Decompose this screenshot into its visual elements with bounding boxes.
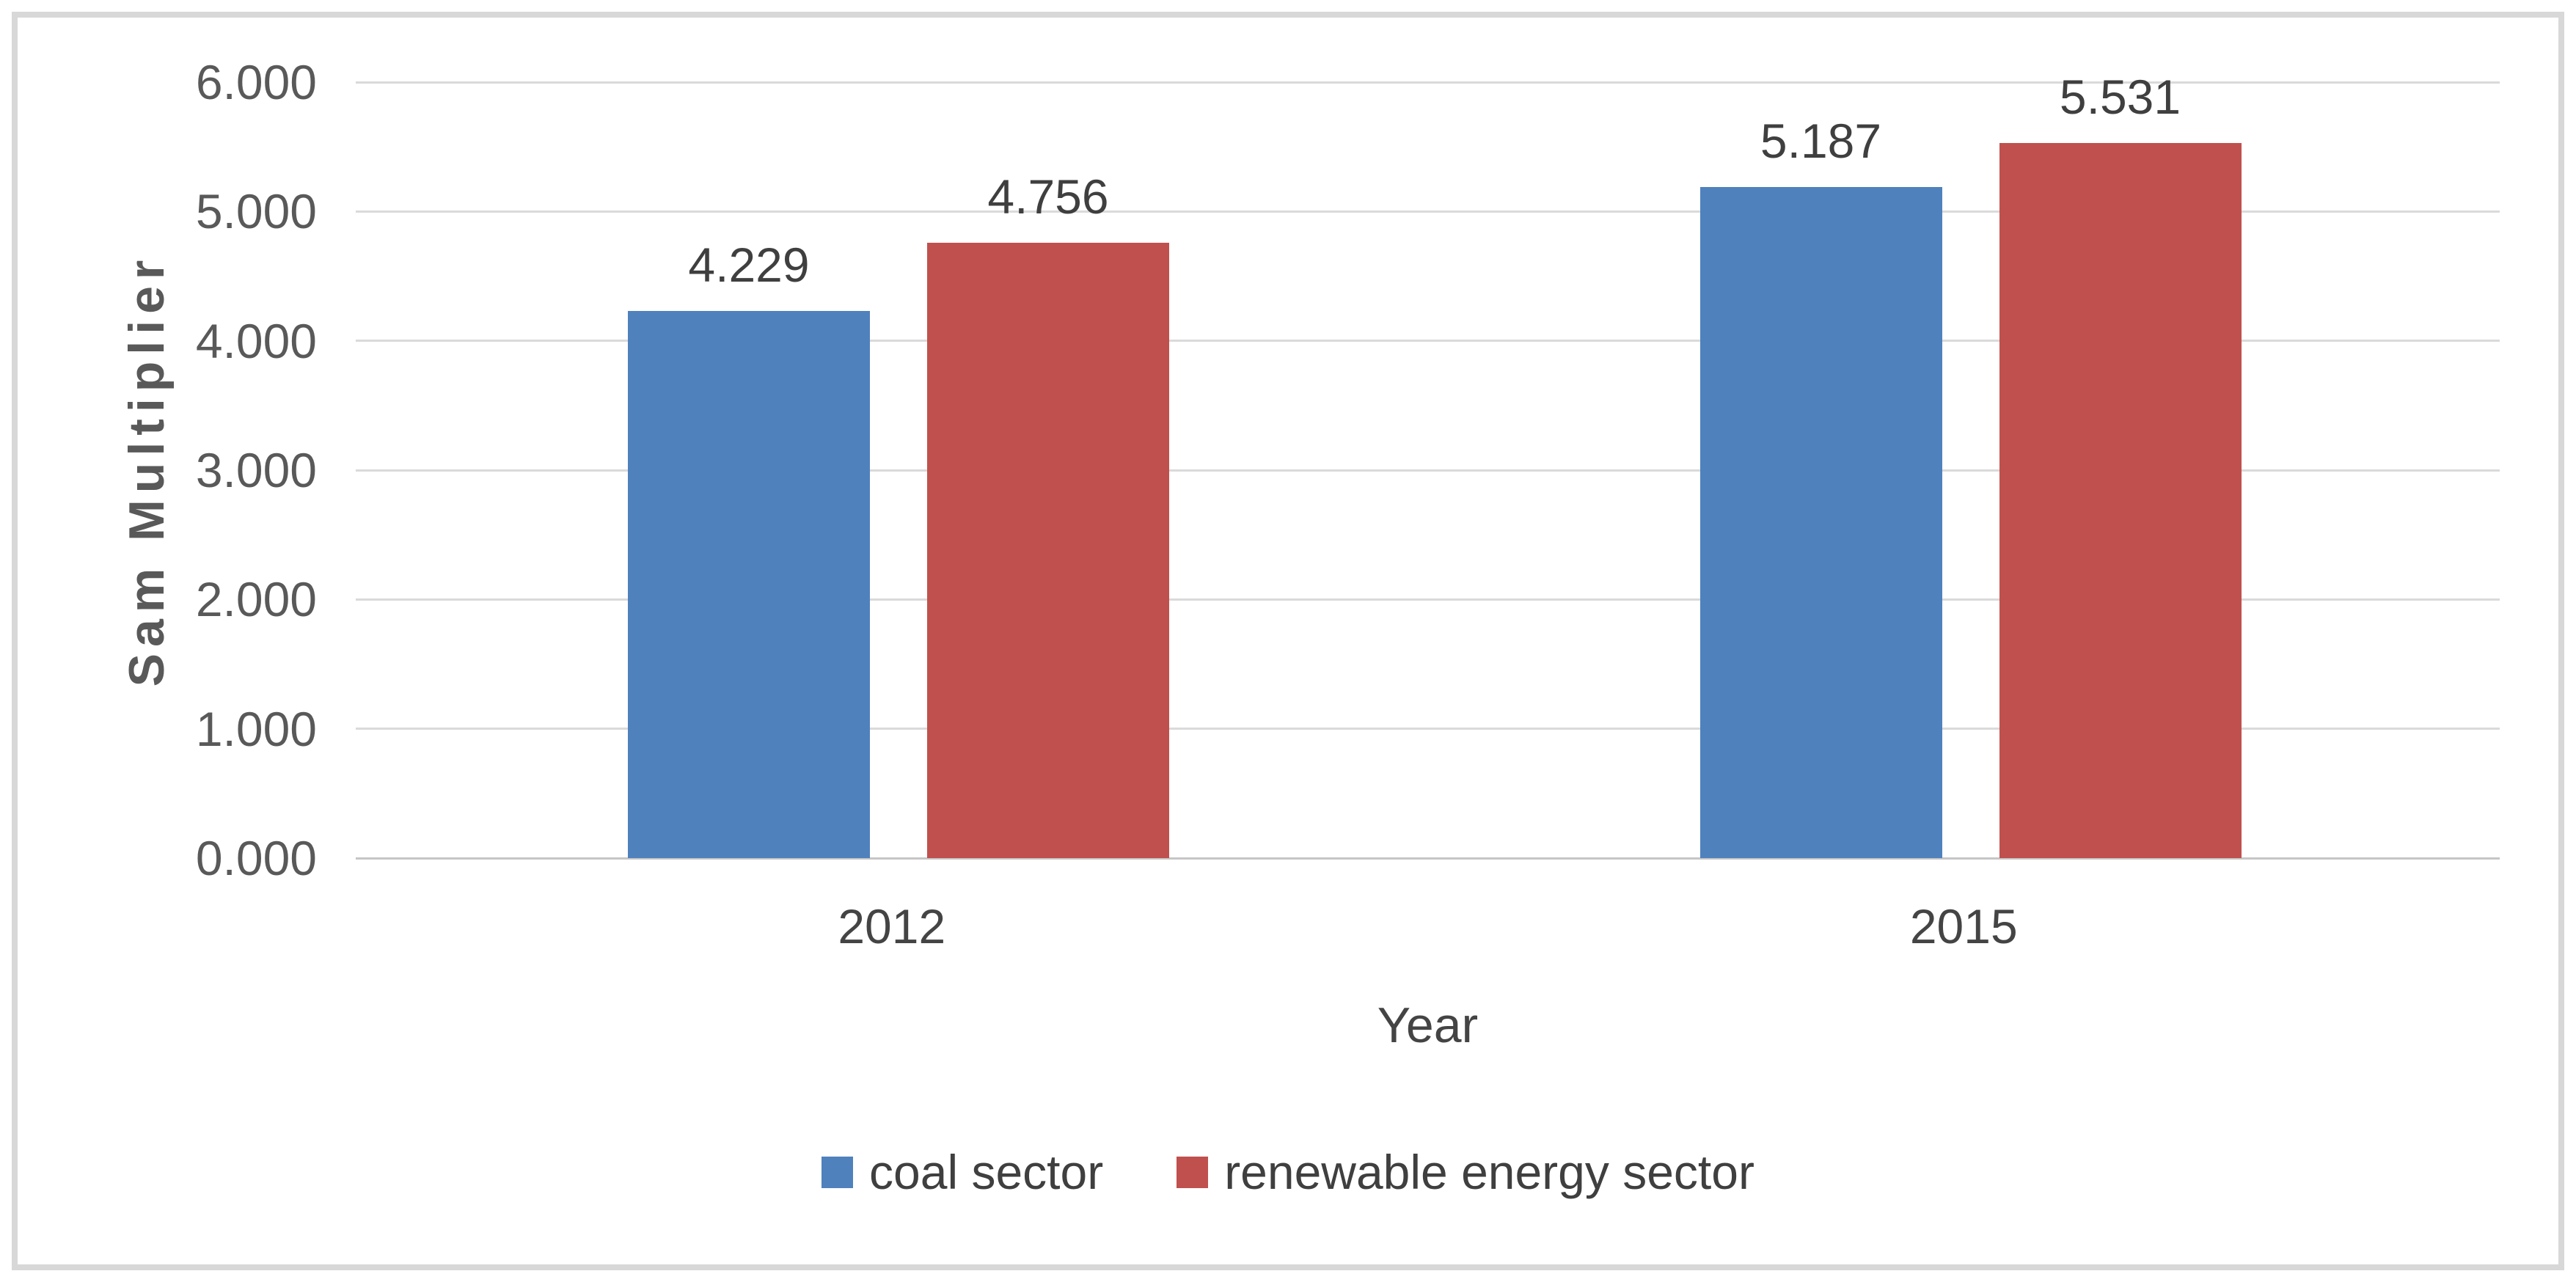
bar-renewable-energy-sector-2015 [1999,142,2242,858]
plot-area: 4.229 4.756 5.187 5.531 [356,73,2500,860]
y-tick-label: 0.000 [195,831,317,885]
y-tick-label: 4.000 [195,313,317,368]
y-tick-label: 3.000 [195,443,317,497]
gridline [356,598,2500,601]
legend-label: coal sector [869,1145,1104,1199]
gridline [356,81,2500,84]
legend-label: renewable energy sector [1224,1145,1754,1199]
legend-item-coal-sector: coal sector [822,1148,1103,1196]
x-tick-label: 2015 [1909,899,2018,953]
data-label: 5.187 [1760,114,1882,169]
gridline [356,728,2500,730]
bar-renewable-energy-sector-2012 [927,243,1169,858]
legend-swatch [822,1156,854,1188]
data-label: 4.229 [688,238,810,293]
bar-coal-sector-2015 [1699,187,1942,858]
x-axis-title: Year [1377,997,1479,1053]
y-tick-label: 5.000 [195,184,317,239]
legend-swatch [1177,1156,1209,1188]
data-label: 4.756 [987,169,1109,224]
gridline [356,469,2500,472]
legend-item-renewable-energy-sector: renewable energy sector [1177,1148,1754,1196]
y-axis-tick-labels: 0.000 1.000 2.000 3.000 4.000 5.000 6.000 [0,58,317,882]
y-tick-label: 1.000 [195,701,317,756]
bar-coal-sector-2012 [628,311,870,858]
gridline [356,340,2500,343]
x-axis-line [356,857,2500,860]
x-tick-label: 2012 [838,899,946,953]
gridline [356,210,2500,213]
legend: coal sector renewable energy sector [0,1148,2576,1196]
y-tick-label: 2.000 [195,572,317,627]
data-label: 5.531 [2059,69,2181,124]
y-tick-label: 6.000 [195,55,317,109]
